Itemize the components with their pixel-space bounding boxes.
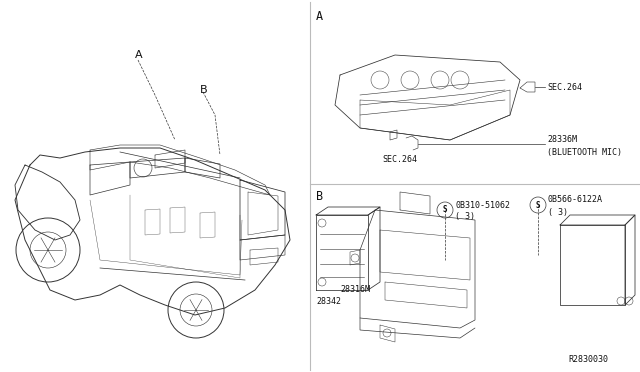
Text: A: A <box>316 10 323 23</box>
Text: B: B <box>316 190 323 203</box>
Text: 28336M: 28336M <box>547 135 577 144</box>
Circle shape <box>437 202 453 218</box>
Text: 25017: 25017 <box>639 225 640 234</box>
Text: S: S <box>443 205 447 215</box>
Text: S: S <box>536 201 540 209</box>
Text: 0B566-6122A: 0B566-6122A <box>548 196 603 205</box>
Text: 0B310-51062: 0B310-51062 <box>455 201 510 209</box>
Text: ( 3): ( 3) <box>548 208 568 217</box>
Text: (BLUETOOTH MIC): (BLUETOOTH MIC) <box>547 148 622 157</box>
Text: 28310D: 28310D <box>639 297 640 306</box>
Text: A: A <box>135 50 143 60</box>
Text: R2830030: R2830030 <box>568 355 608 364</box>
Text: 28342: 28342 <box>316 297 341 306</box>
Text: 28316M: 28316M <box>340 285 370 294</box>
Text: ( 3): ( 3) <box>455 212 475 221</box>
Text: SEC.264: SEC.264 <box>382 155 417 164</box>
Text: B: B <box>200 85 207 95</box>
Circle shape <box>530 197 546 213</box>
Text: SEC.264: SEC.264 <box>547 83 582 92</box>
